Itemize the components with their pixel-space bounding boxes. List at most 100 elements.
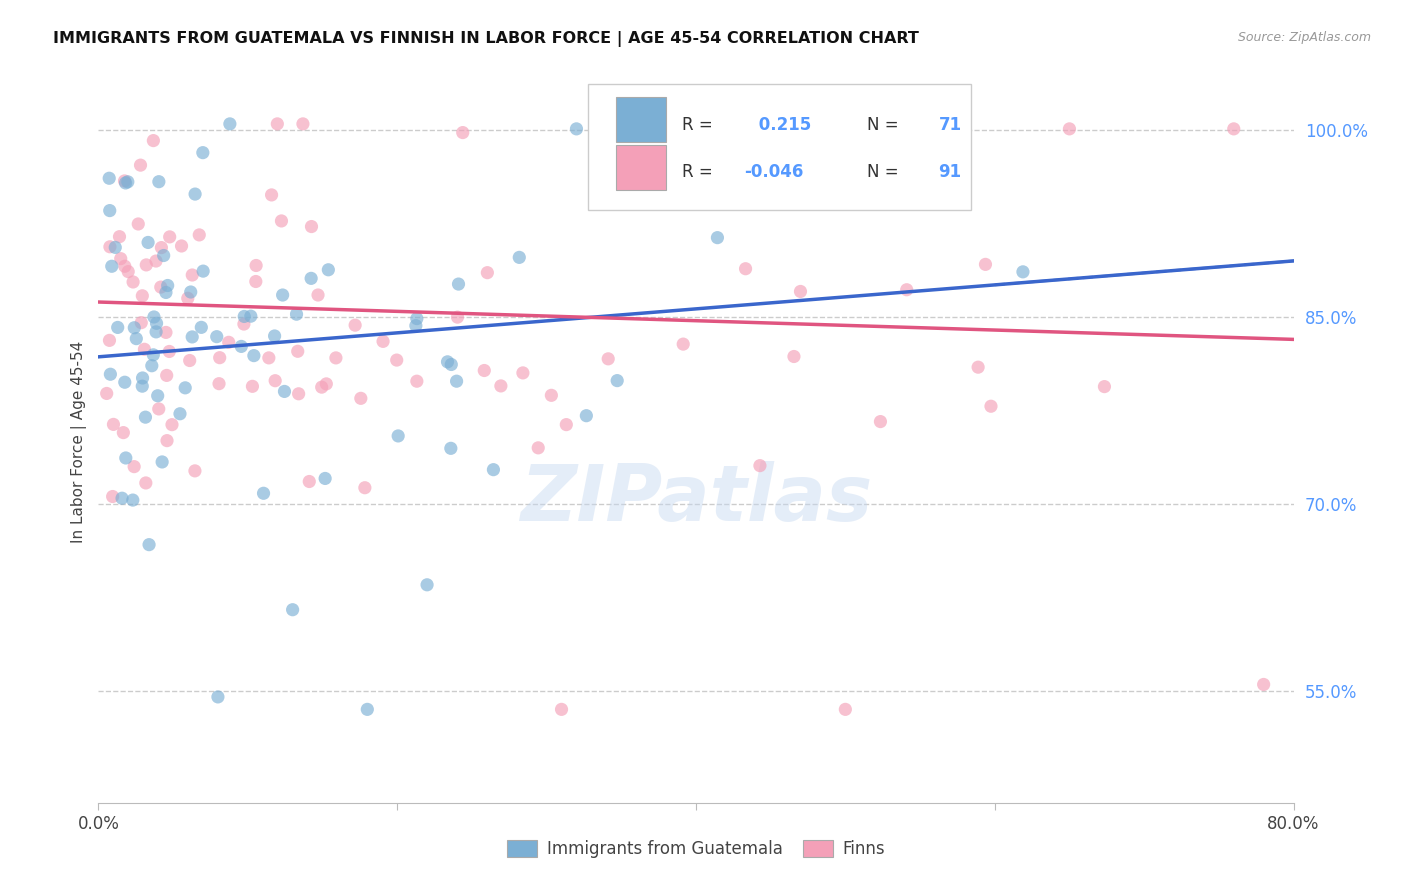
Point [440, 442, 463, 456]
Point [149, 280, 172, 294]
Point [405, 374, 427, 388]
Point [301, 219, 323, 234]
Text: 91: 91 [939, 163, 962, 181]
Text: -0.046: -0.046 [744, 163, 803, 181]
Point [184, 464, 207, 478]
Point [298, 475, 321, 489]
Point [207, 690, 229, 704]
Point [136, 235, 159, 250]
Point [103, 417, 125, 432]
Point [174, 381, 197, 395]
Point [146, 389, 169, 403]
Point [114, 176, 136, 190]
Point [307, 288, 329, 302]
Point [156, 434, 179, 448]
Point [135, 258, 157, 272]
Point [405, 318, 427, 333]
Point [748, 458, 770, 473]
Point [98, 240, 121, 254]
Point [148, 175, 170, 189]
Text: 0.215: 0.215 [754, 117, 811, 135]
Point [135, 475, 157, 490]
Point [555, 417, 578, 432]
Point [451, 126, 474, 140]
FancyBboxPatch shape [616, 97, 666, 142]
Point [869, 415, 891, 429]
Point [967, 360, 990, 375]
Point [263, 329, 285, 343]
Point [180, 285, 202, 299]
Point [107, 320, 129, 334]
Point [734, 261, 756, 276]
Point [356, 702, 378, 716]
Point [565, 121, 588, 136]
Point [315, 376, 337, 391]
Point [145, 325, 167, 339]
Point [143, 310, 166, 324]
Point [706, 230, 728, 244]
Point [264, 374, 287, 388]
Point [122, 275, 145, 289]
Point [181, 268, 204, 282]
Point [266, 117, 288, 131]
Point [111, 491, 134, 506]
Point [117, 264, 139, 278]
Point [131, 289, 153, 303]
Point [477, 266, 499, 280]
Point [218, 117, 240, 131]
Point [285, 307, 308, 321]
Point [114, 450, 136, 465]
Point [446, 374, 468, 388]
Point [142, 134, 165, 148]
Text: ZIPatlas: ZIPatlas [520, 461, 872, 537]
Point [260, 188, 283, 202]
Point [436, 355, 458, 369]
Point [252, 486, 274, 500]
Point [239, 309, 262, 323]
Text: N =: N = [868, 117, 904, 135]
Point [142, 348, 165, 362]
Point [121, 493, 143, 508]
Point [177, 291, 200, 305]
Point [243, 349, 266, 363]
Point [575, 409, 598, 423]
Point [100, 368, 122, 382]
Point [314, 471, 336, 485]
Point [100, 260, 122, 274]
Point [233, 310, 256, 324]
Point [1223, 121, 1246, 136]
Point [299, 271, 322, 285]
Point [155, 285, 177, 300]
Point [354, 481, 377, 495]
Text: IMMIGRANTS FROM GUATEMALA VS FINNISH IN LABOR FORCE | AGE 45-54 CORRELATION CHAR: IMMIGRANTS FROM GUATEMALA VS FINNISH IN … [53, 31, 920, 47]
Point [131, 371, 153, 385]
Text: R =: R = [682, 117, 717, 135]
Point [169, 407, 191, 421]
Text: Source: ZipAtlas.com: Source: ZipAtlas.com [1237, 31, 1371, 45]
Point [783, 350, 806, 364]
Point [311, 380, 333, 394]
Point [141, 359, 163, 373]
Point [145, 316, 167, 330]
Point [208, 351, 231, 365]
Point [98, 334, 121, 348]
Point [231, 339, 253, 353]
FancyBboxPatch shape [616, 145, 666, 190]
Point [110, 252, 132, 266]
Point [344, 318, 367, 333]
Point [205, 329, 228, 343]
Text: 71: 71 [939, 117, 962, 135]
Point [157, 344, 180, 359]
Point [672, 337, 695, 351]
Point [257, 351, 280, 365]
Point [291, 117, 314, 131]
Point [416, 578, 439, 592]
Point [184, 187, 207, 202]
Point [550, 702, 572, 716]
Point [405, 311, 427, 326]
Point [508, 251, 530, 265]
Point [287, 386, 309, 401]
Point [117, 175, 139, 189]
Point [98, 171, 121, 186]
Point [131, 379, 153, 393]
